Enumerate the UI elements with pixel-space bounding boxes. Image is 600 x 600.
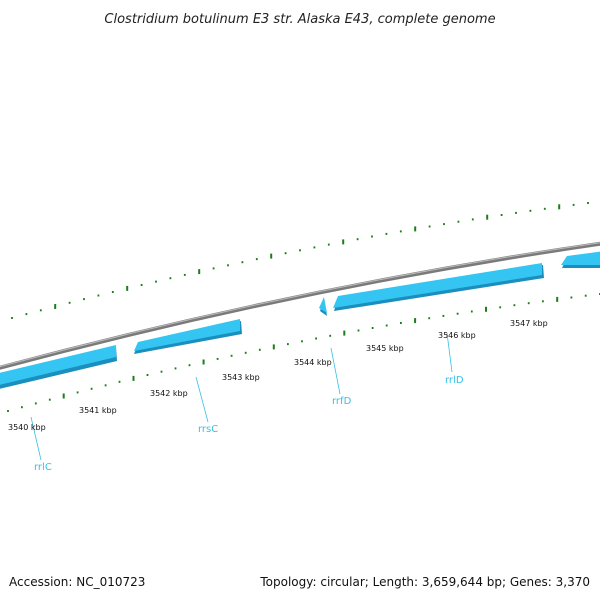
- accession-text: Accession: NC_010723: [9, 575, 145, 589]
- tick-label-3541: 3541 kbp: [79, 406, 117, 415]
- gene-leader-line: [330, 347, 341, 395]
- gene-features: [0, 251, 600, 389]
- tick-label-3545: 3545 kbp: [366, 344, 404, 353]
- gene-label-rrlC: rrlC: [34, 462, 52, 473]
- inner-tick-track: [7, 293, 600, 412]
- outer-tick-track: [11, 202, 589, 319]
- tick-label-3543: 3543 kbp: [222, 373, 260, 382]
- genome-summary-text: Topology: circular; Length: 3,659,644 bp…: [259, 575, 590, 589]
- gene-label-rrfD: rrfD: [332, 396, 352, 407]
- gene-arrow: [561, 251, 600, 265]
- gene-leader-line: [195, 376, 209, 423]
- tick-label-3540: 3540 kbp: [8, 423, 46, 432]
- genome-backbone-highlight: [0, 242, 600, 368]
- gene-leader-line: [446, 332, 453, 373]
- gene-leader-lines: [30, 332, 453, 461]
- gene-arrow: [333, 263, 542, 308]
- map-title: Clostridium botulinum E3 str. Alaska E43…: [104, 12, 495, 27]
- gene-arrow: [134, 319, 240, 351]
- tick-label-3544: 3544 kbp: [294, 358, 332, 367]
- gene-arrow: [319, 297, 327, 313]
- gene-label-rrlD: rrlD: [445, 375, 464, 386]
- tick-label-3546: 3546 kbp: [438, 331, 476, 340]
- tick-label-3547: 3547 kbp: [510, 319, 548, 328]
- gene-label-rrsC: rrsC: [198, 424, 218, 435]
- gene-leader-line: [30, 416, 42, 461]
- genome-backbone: [0, 241, 600, 370]
- gene-arrow: [0, 345, 116, 385]
- tick-label-3542: 3542 kbp: [150, 389, 188, 398]
